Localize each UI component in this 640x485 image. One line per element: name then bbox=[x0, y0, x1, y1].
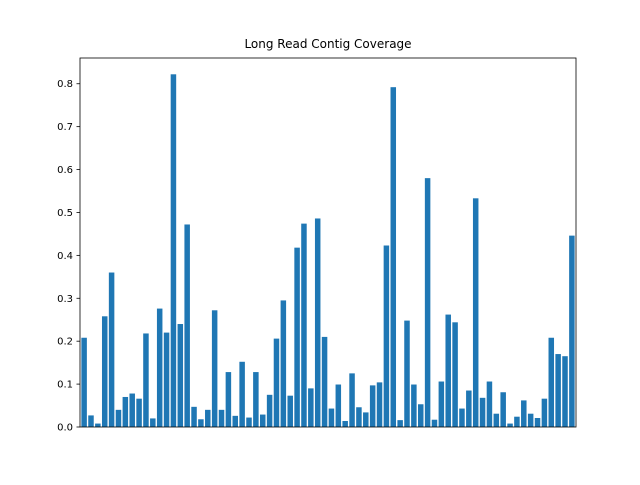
bar-28 bbox=[273, 338, 280, 427]
bar-50 bbox=[424, 178, 431, 427]
y-tick-label-1: 0.1 bbox=[57, 380, 73, 391]
bar-15 bbox=[184, 224, 190, 427]
bar-22 bbox=[232, 415, 239, 427]
bar-49 bbox=[417, 404, 424, 427]
bar-11 bbox=[156, 308, 163, 427]
bar-60 bbox=[493, 413, 500, 427]
bar-42 bbox=[369, 385, 376, 427]
bar-17 bbox=[198, 419, 204, 427]
y-tick-label-5: 0.5 bbox=[57, 208, 73, 219]
bar-20 bbox=[218, 409, 225, 427]
bar-4 bbox=[108, 272, 115, 427]
bar-65 bbox=[527, 413, 534, 427]
bar-36 bbox=[328, 408, 335, 427]
bar-68 bbox=[548, 337, 555, 427]
bar-63 bbox=[514, 416, 520, 427]
bar-30 bbox=[287, 395, 293, 427]
bar-38 bbox=[342, 420, 348, 427]
bar-2 bbox=[95, 423, 101, 427]
chart-title: Long Read Contig Coverage bbox=[244, 37, 411, 51]
bar-21 bbox=[225, 372, 232, 427]
bar-39 bbox=[349, 373, 355, 427]
bar-32 bbox=[301, 223, 307, 427]
bar-31 bbox=[294, 247, 300, 427]
bar-55 bbox=[459, 408, 465, 427]
bar-24 bbox=[246, 417, 252, 427]
bar-33 bbox=[308, 388, 314, 427]
bar-5 bbox=[115, 409, 122, 427]
y-tick-label-4: 0.4 bbox=[57, 251, 73, 262]
bars-group bbox=[81, 74, 575, 428]
y-tick-label-0: 0.0 bbox=[57, 423, 73, 434]
bar-57 bbox=[472, 198, 479, 427]
bar-3 bbox=[101, 316, 108, 427]
bar-1 bbox=[88, 415, 94, 427]
bar-46 bbox=[397, 420, 403, 427]
bar-52 bbox=[438, 381, 445, 427]
bar-44 bbox=[383, 245, 390, 427]
bar-19 bbox=[211, 310, 218, 427]
bar-0 bbox=[81, 337, 87, 427]
bar-13 bbox=[170, 74, 177, 428]
bar-69 bbox=[555, 354, 561, 427]
bar-9 bbox=[143, 333, 149, 427]
y-tick-label-8: 0.8 bbox=[57, 79, 73, 90]
bar-18 bbox=[205, 409, 211, 427]
bar-58 bbox=[479, 397, 486, 427]
bar-40 bbox=[356, 407, 362, 427]
bar-12 bbox=[163, 332, 170, 427]
bar-25 bbox=[253, 372, 259, 427]
bar-71 bbox=[569, 235, 575, 427]
bar-62 bbox=[507, 423, 513, 427]
bar-56 bbox=[466, 390, 472, 427]
plot-frame bbox=[79, 57, 577, 428]
y-tick-label-3: 0.3 bbox=[57, 294, 73, 305]
bar-41 bbox=[363, 412, 369, 427]
y-tick-label-6: 0.6 bbox=[57, 165, 73, 176]
bar-59 bbox=[486, 381, 493, 427]
bar-61 bbox=[500, 392, 506, 427]
y-tick-label-7: 0.7 bbox=[57, 122, 73, 133]
bar-66 bbox=[534, 417, 541, 427]
bar-23 bbox=[239, 361, 245, 427]
bar-10 bbox=[150, 418, 156, 427]
bar-35 bbox=[321, 336, 328, 427]
bar-47 bbox=[404, 320, 410, 427]
bar-27 bbox=[266, 394, 273, 427]
bar-43 bbox=[376, 382, 383, 427]
bar-37 bbox=[335, 384, 342, 427]
bar-29 bbox=[280, 300, 287, 427]
bar-67 bbox=[541, 398, 548, 427]
y-tick-label-2: 0.2 bbox=[57, 337, 73, 348]
bar-45 bbox=[390, 87, 397, 428]
bar-26 bbox=[259, 414, 266, 427]
y-axis: 0.0 0.1 0.2 0.3 0.4 0.5 0.6 0.7 0.8 bbox=[57, 79, 80, 434]
bar-51 bbox=[431, 419, 438, 427]
bar-34 bbox=[314, 218, 321, 427]
bar-8 bbox=[136, 398, 142, 427]
bar-14 bbox=[177, 324, 184, 427]
bar-54 bbox=[452, 322, 458, 427]
bar-16 bbox=[191, 406, 197, 427]
bar-70 bbox=[562, 356, 568, 427]
bar-64 bbox=[521, 400, 527, 427]
bar-48 bbox=[411, 384, 417, 427]
bar-53 bbox=[445, 314, 451, 427]
bar-7 bbox=[129, 393, 135, 427]
bar-6 bbox=[122, 396, 129, 427]
